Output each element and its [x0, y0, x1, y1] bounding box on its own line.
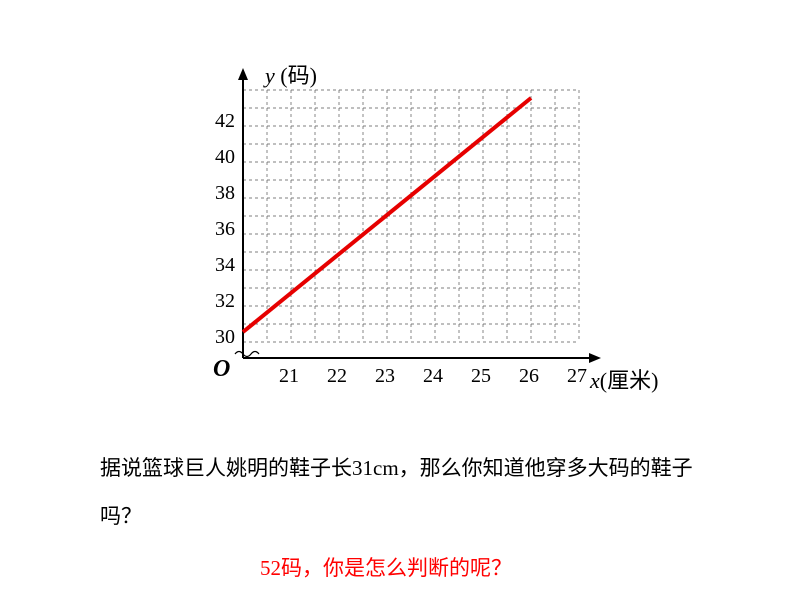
x-axis-title: x(厘米) [590, 363, 658, 395]
x-tick-label: 22 [327, 365, 347, 388]
chart-container: y (码) O 42403836343230 21222324252627 x(… [195, 58, 595, 418]
y-tick-label: 38 [207, 182, 235, 205]
axis-break-symbol [235, 352, 259, 357]
y-tick-label: 36 [207, 218, 235, 241]
y-tick-label: 34 [207, 254, 235, 277]
chart-svg [195, 58, 615, 398]
x-axis-arrow [589, 353, 601, 363]
answer-text: 52码，你是怎么判断的呢？ [260, 552, 512, 582]
grid [243, 90, 579, 342]
x-tick-label: 23 [375, 365, 395, 388]
origin-label: O [213, 356, 230, 383]
x-axis-unit: (厘米) [600, 368, 659, 393]
y-axis-arrow [238, 68, 248, 80]
x-tick-label: 27 [567, 365, 587, 388]
x-tick-label: 21 [279, 365, 299, 388]
x-tick-label: 26 [519, 365, 539, 388]
question-text: 据说篮球巨人姚明的鞋子长31cm，那么你知道他穿多大码的鞋子吗？ [100, 444, 720, 541]
x-axis-var: x [590, 368, 600, 393]
y-tick-label: 30 [207, 326, 235, 349]
x-tick-label: 25 [471, 365, 491, 388]
y-tick-label: 40 [207, 146, 235, 169]
y-tick-label: 42 [207, 110, 235, 133]
x-tick-label: 24 [423, 365, 443, 388]
y-tick-label: 32 [207, 290, 235, 313]
